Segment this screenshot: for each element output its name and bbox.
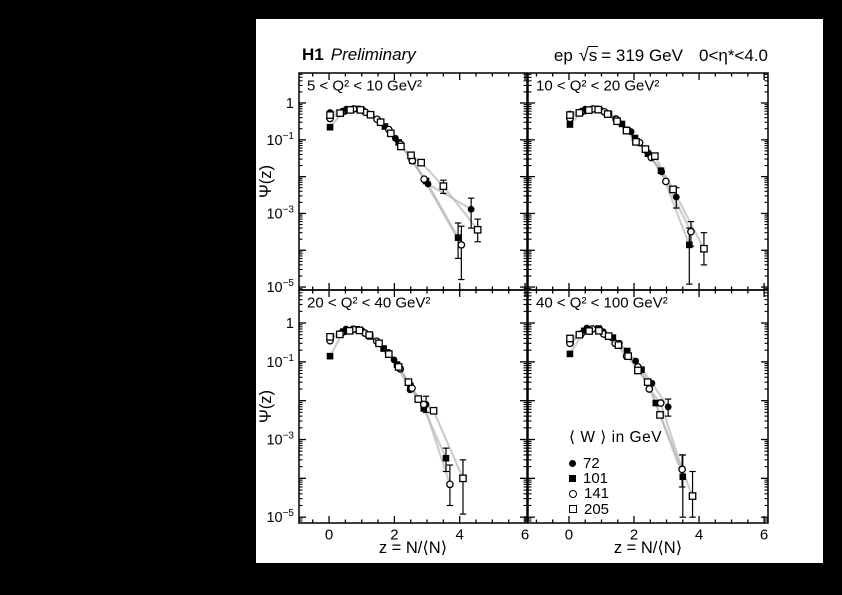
- svg-text:10−3: 10−3: [266, 204, 294, 222]
- legend-label: 101: [583, 470, 609, 488]
- y-axis-title: Ψ(z): [257, 390, 275, 423]
- panel-q2-20-40: 0 2 4 6 1 10−1 10−3 10−5 20 < Q² < 40 GeV²: [266, 289, 529, 544]
- filled-circle-icon: [569, 460, 576, 468]
- svg-text:4: 4: [695, 527, 703, 544]
- panel-title-q2-20-40: 20 < Q² < 40 GeV²: [307, 295, 430, 312]
- series-markers-w72: [566, 105, 680, 201]
- experiment-name: H1: [302, 45, 324, 64]
- series-markers-w141: [566, 105, 695, 236]
- svg-text:0: 0: [565, 527, 573, 544]
- svg-text:0: 0: [325, 527, 333, 544]
- kno-scaling-plot: 1 10−1 10−3 10−5 5 < Q² < 10 GeV² 10 < Q² < 2…: [257, 72, 769, 557]
- legend: ⟨ W ⟩ in GeV 72 101 141 205: [569, 428, 662, 517]
- panel-title-q2-10-20: 10 < Q² < 20 GeV²: [536, 78, 659, 95]
- panel-title-q2-5-10: 5 < Q² < 10 GeV²: [307, 78, 422, 95]
- svg-text:6: 6: [760, 527, 768, 544]
- series-markers-w101: [326, 105, 462, 241]
- series-line-w205: [329, 108, 479, 231]
- legend-label: 205: [584, 500, 610, 518]
- plot-header-right: ep √s = 319 GeV 0<η*<4.0: [542, 45, 768, 66]
- svg-text:10−5: 10−5: [266, 278, 294, 296]
- plot-header-left: H1 Preliminary: [302, 45, 416, 65]
- legend-entry: 72: [569, 456, 662, 471]
- filled-square-icon: [569, 475, 576, 483]
- series-line-w101: [329, 328, 448, 459]
- series-markers-w205: [326, 326, 467, 483]
- svg-text:10−1: 10−1: [266, 131, 294, 149]
- svg-text:2: 2: [630, 527, 638, 544]
- svg-text:10−3: 10−3: [266, 431, 294, 449]
- legend-label: 72: [583, 455, 600, 472]
- series-line-w141: [329, 107, 463, 246]
- open-circle-icon: [569, 489, 577, 498]
- figure-area: 1 10−1 10−3 10−5 5 < Q² < 10 GeV² 10 < Q² < 2…: [256, 19, 823, 563]
- series-markers-w205: [326, 106, 482, 234]
- svg-text:1: 1: [286, 96, 294, 112]
- svg-text:10−5: 10−5: [266, 508, 294, 526]
- svg-text:4: 4: [456, 527, 464, 544]
- preliminary-label: Preliminary: [330, 45, 416, 64]
- svg-text:10−1: 10−1: [266, 353, 294, 371]
- series-markers-w205: [566, 326, 697, 500]
- svg-text:2: 2: [390, 527, 398, 544]
- series-markers-w101: [326, 325, 450, 462]
- series-markers-w141: [326, 105, 466, 249]
- x-axis-title: z = N/⟨N⟩: [614, 539, 682, 557]
- beam-label: ep: [553, 46, 573, 65]
- legend-label: 141: [584, 485, 610, 503]
- panel-q2-10-20: 10 < Q² < 20 GeV²: [527, 72, 769, 291]
- svg-text:6: 6: [521, 527, 529, 544]
- legend-entry: 101: [569, 471, 662, 486]
- series-line-w141: [569, 107, 692, 233]
- legend-title: ⟨ W ⟩ in GeV: [569, 429, 663, 446]
- series-markers-w205: [566, 105, 708, 253]
- legend-entry: 141: [569, 485, 662, 503]
- sqrt-s-symbol: s: [587, 46, 599, 65]
- panel-q2-5-10: 1 10−1 10−3 10−5 5 < Q² < 10 GeV²: [266, 72, 528, 296]
- y-axis-title: Ψ(z): [257, 165, 275, 198]
- energy-value: = 319 GeV: [601, 46, 683, 65]
- svg-text:1: 1: [286, 316, 294, 332]
- eta-range: 0<η*<4.0: [698, 46, 768, 65]
- panel-q2-40-100: 0 2 4 6 40 < Q² < 100 GeV²: [527, 289, 769, 544]
- open-square-icon: [569, 505, 577, 514]
- legend-entry: 205: [569, 500, 662, 518]
- x-axis-title: z = N/⟨N⟩: [379, 539, 447, 557]
- series-line-w101: [329, 107, 460, 239]
- panel-title-q2-40-100: 40 < Q² < 100 GeV²: [536, 295, 668, 312]
- sqrt-icon: √: [578, 45, 589, 65]
